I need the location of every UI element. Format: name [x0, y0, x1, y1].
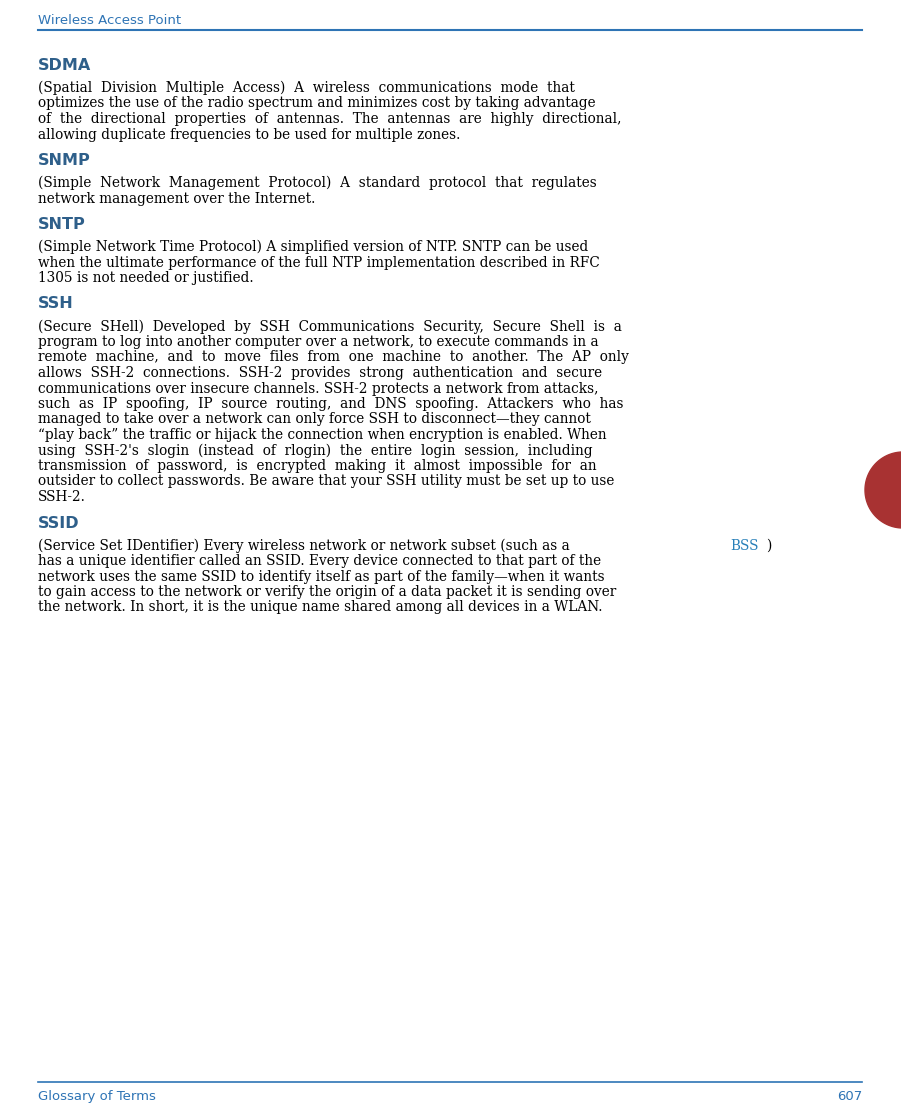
Text: SDMA: SDMA	[38, 58, 91, 74]
Polygon shape	[865, 452, 901, 528]
Text: ): )	[767, 538, 772, 553]
Text: communications over insecure channels. SSH-2 protects a network from attacks,: communications over insecure channels. S…	[38, 381, 598, 395]
Text: managed to take over a network can only force SSH to disconnect—they cannot: managed to take over a network can only …	[38, 412, 591, 427]
Text: BSS: BSS	[730, 538, 759, 553]
Text: SSH: SSH	[38, 296, 74, 312]
Text: (Simple Network Time Protocol) A simplified version of NTP. SNTP can be used: (Simple Network Time Protocol) A simplif…	[38, 240, 588, 254]
Text: SNMP: SNMP	[38, 153, 91, 168]
Text: of  the  directional  properties  of  antennas.  The  antennas  are  highly  dir: of the directional properties of antenna…	[38, 113, 622, 126]
Text: allowing duplicate frequencies to be used for multiple zones.: allowing duplicate frequencies to be use…	[38, 127, 460, 141]
Text: SSID: SSID	[38, 516, 79, 530]
Text: has a unique identifier called an SSID. Every device connected to that part of t: has a unique identifier called an SSID. …	[38, 554, 601, 568]
Text: 1305 is not needed or justified.: 1305 is not needed or justified.	[38, 271, 253, 285]
Text: Wireless Access Point: Wireless Access Point	[38, 14, 181, 27]
Text: when the ultimate performance of the full NTP implementation described in RFC: when the ultimate performance of the ful…	[38, 255, 600, 270]
Text: to gain access to the network or verify the origin of a data packet it is sendin: to gain access to the network or verify …	[38, 585, 616, 599]
Text: (Secure  SHell)  Developed  by  SSH  Communications  Security,  Secure  Shell  i: (Secure SHell) Developed by SSH Communic…	[38, 320, 622, 334]
Text: SSH-2.: SSH-2.	[38, 490, 86, 504]
Text: 607: 607	[837, 1089, 862, 1103]
Text: Glossary of Terms: Glossary of Terms	[38, 1089, 156, 1103]
Text: the network. In short, it is the unique name shared among all devices in a WLAN.: the network. In short, it is the unique …	[38, 600, 603, 615]
Text: such  as  IP  spoofing,  IP  source  routing,  and  DNS  spoofing.  Attackers  w: such as IP spoofing, IP source routing, …	[38, 397, 623, 411]
Text: “play back” the traffic or hijack the connection when encryption is enabled. Whe: “play back” the traffic or hijack the co…	[38, 428, 606, 442]
Text: transmission  of  password,  is  encrypted  making  it  almost  impossible  for : transmission of password, is encrypted m…	[38, 459, 596, 473]
Text: (Spatial  Division  Multiple  Access)  A  wireless  communications  mode  that: (Spatial Division Multiple Access) A wir…	[38, 81, 575, 96]
Text: program to log into another computer over a network, to execute commands in a: program to log into another computer ove…	[38, 335, 598, 349]
Text: outsider to collect passwords. Be aware that your SSH utility must be set up to : outsider to collect passwords. Be aware …	[38, 475, 614, 489]
Text: network uses the same SSID to identify itself as part of the family—when it want: network uses the same SSID to identify i…	[38, 569, 605, 584]
Text: (Service Set IDentifier) Every wireless network or network subset (such as a: (Service Set IDentifier) Every wireless …	[38, 538, 574, 553]
Text: allows  SSH-2  connections.  SSH-2  provides  strong  authentication  and  secur: allows SSH-2 connections. SSH-2 provides…	[38, 367, 602, 380]
Text: network management over the Internet.: network management over the Internet.	[38, 192, 315, 205]
Text: using  SSH-2's  slogin  (instead  of  rlogin)  the  entire  login  session,  inc: using SSH-2's slogin (instead of rlogin)…	[38, 443, 593, 458]
Text: (Simple  Network  Management  Protocol)  A  standard  protocol  that  regulates: (Simple Network Management Protocol) A s…	[38, 176, 596, 190]
Text: optimizes the use of the radio spectrum and minimizes cost by taking advantage: optimizes the use of the radio spectrum …	[38, 97, 596, 110]
Text: remote  machine,  and  to  move  files  from  one  machine  to  another.  The  A: remote machine, and to move files from o…	[38, 351, 629, 364]
Text: SNTP: SNTP	[38, 217, 86, 232]
